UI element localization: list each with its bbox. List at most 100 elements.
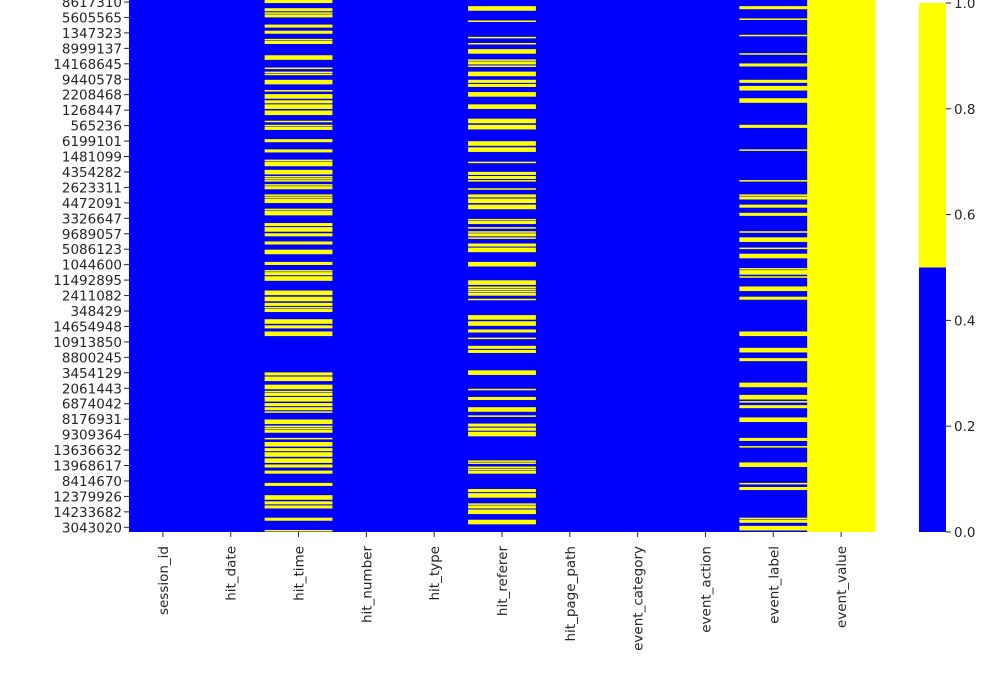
colorbar-tick-label: 0.0 (954, 525, 975, 541)
missing-stripe (739, 79, 808, 83)
missing-stripe (468, 466, 537, 469)
y-tick-label: 2061443 (62, 381, 122, 397)
missing-stripe (264, 276, 333, 281)
heatmap-column-event-category (603, 0, 673, 532)
colorbar-tick-label: 0.2 (954, 419, 975, 435)
y-tick-label: 14168645 (53, 57, 122, 73)
missing-stripe (468, 261, 537, 267)
missing-stripe (739, 358, 808, 362)
missing-stripe (739, 196, 808, 200)
y-tick-label: 13968617 (53, 459, 122, 475)
missing-stripe (739, 331, 808, 337)
missing-stripe (264, 302, 333, 306)
missing-stripe (468, 147, 537, 152)
missing-stripe (264, 55, 333, 60)
y-tick-label: 1347323 (62, 26, 122, 42)
missing-stripe (468, 20, 537, 22)
missing-stripe (468, 396, 537, 401)
missing-stripe (468, 329, 537, 333)
missing-stripe (468, 427, 537, 431)
missing-stripe (264, 30, 333, 34)
missing-stripe (739, 401, 808, 403)
missing-stripe (264, 73, 333, 76)
missing-stripe (468, 298, 537, 301)
missing-stripe (264, 376, 333, 382)
missing-stripe (264, 208, 333, 211)
missing-stripe (264, 241, 333, 245)
heatmap-column-hit-page-path (535, 0, 605, 532)
missing-stripe (264, 411, 333, 413)
colorbar-tick-label: 0.6 (954, 208, 975, 224)
missing-stripe (264, 24, 333, 28)
y-tick-label: 14654948 (53, 319, 122, 335)
missing-stripe (264, 223, 333, 227)
missing-stripe (739, 405, 808, 409)
missing-stripe (468, 460, 537, 462)
missing-stripe (264, 124, 333, 127)
missing-stripe (264, 458, 333, 463)
missing-stripe (739, 347, 808, 353)
y-tick-label: 3454129 (62, 366, 122, 382)
y-tick-label: 12379926 (53, 489, 122, 505)
missing-stripe (264, 396, 333, 402)
missing-stripe (739, 517, 808, 520)
missing-stripe (468, 462, 537, 464)
y-tick-label: 6874042 (62, 397, 122, 413)
missing-stripe (264, 482, 333, 486)
missing-stripe (739, 394, 808, 400)
missing-stripe (739, 446, 808, 448)
missing-stripe (264, 175, 333, 178)
missing-stripe (264, 79, 333, 85)
missing-stripe (739, 437, 808, 441)
missing-stripe (739, 247, 808, 250)
missing-stripe (264, 126, 333, 130)
y-tick-label: 2623311 (62, 180, 122, 196)
y-tick-label: 2208468 (62, 88, 122, 104)
missing-stripe (264, 110, 333, 116)
missing-stripe (739, 34, 808, 37)
missing-stripe (468, 370, 537, 375)
missing-stripe (468, 218, 537, 221)
missing-stripe (468, 288, 537, 291)
colorbar-tick-label: 1.0 (954, 0, 975, 12)
y-tick-label: 8176931 (62, 412, 122, 428)
missing-stripe (468, 470, 537, 474)
x-tick-label-session-id: session_id (156, 546, 172, 615)
heatmap-column-hit-number (332, 0, 401, 532)
missing-stripe (264, 425, 333, 428)
missing-stripe (264, 139, 333, 143)
missing-stripe (739, 462, 808, 468)
missing-stripe (468, 118, 537, 124)
missing-stripe (468, 220, 537, 225)
x-axis-ticks: session_id hit_date hit_time hit_number hit_… (156, 532, 850, 651)
missing-stripe (468, 290, 537, 293)
missing-stripe (264, 501, 333, 505)
missing-stripe (264, 196, 333, 198)
missing-stripe (264, 331, 333, 337)
y-tick-label: 5086123 (62, 242, 122, 258)
missing-stripe (468, 315, 537, 320)
y-tick-label: 5605565 (62, 10, 122, 26)
missing-stripe (468, 59, 537, 61)
colorbar-tick-label: 0.8 (954, 102, 975, 118)
y-tick-label: 8800245 (62, 350, 122, 366)
missing-stripe (468, 171, 537, 175)
missing-stripe (264, 8, 333, 12)
missing-stripe (264, 464, 333, 468)
missing-stripe (264, 104, 333, 109)
missing-stripe (739, 194, 808, 196)
missing-stripe (739, 276, 808, 278)
missing-stripe (739, 98, 808, 103)
missing-stripe (264, 194, 333, 196)
missing-stripe (264, 249, 333, 255)
missing-stripe (468, 509, 537, 515)
y-tick-label: 9309364 (62, 428, 122, 444)
missing-stripe (739, 204, 808, 208)
missing-stripe (468, 233, 537, 237)
y-tick-label: 14233682 (53, 505, 122, 521)
y-tick-label: 6199101 (62, 134, 122, 150)
missing-stripe (468, 194, 537, 198)
x-tick-label-hit-referer: hit_referer (495, 546, 511, 617)
y-axis-ticks: 8617310560556513473238999137141686459440… (53, 0, 129, 536)
